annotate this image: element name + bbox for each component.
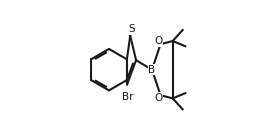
- Text: S: S: [129, 24, 136, 34]
- Text: B: B: [148, 65, 156, 75]
- Text: O: O: [154, 93, 162, 103]
- Text: Br: Br: [122, 92, 133, 102]
- Text: O: O: [154, 36, 162, 46]
